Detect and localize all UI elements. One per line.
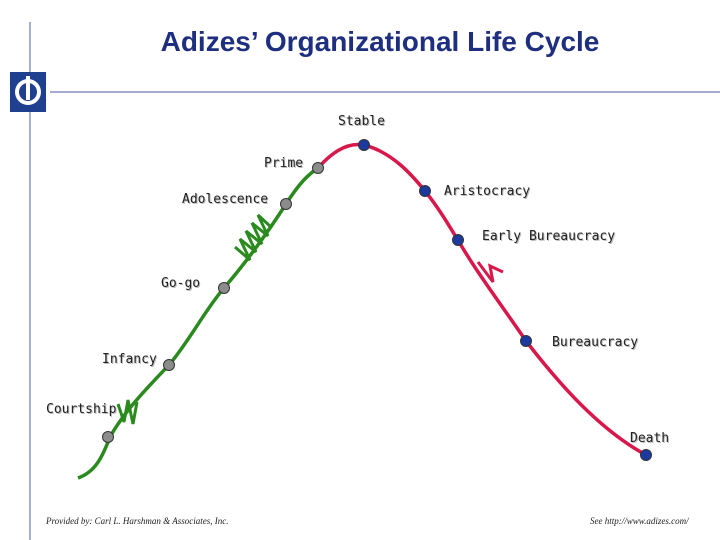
label-infancy-shadow: Infancy [103, 353, 158, 368]
label-courtship: Courtship Courtship [46, 402, 118, 418]
node-go-go [218, 282, 230, 294]
label-prime: Prime Prime [264, 156, 304, 172]
label-bureaucracy: Bureaucracy Bureaucracy [552, 335, 639, 351]
courtship-infancy-squiggle [116, 399, 139, 425]
adizes-logo-icon [10, 72, 46, 112]
label-bureaucracy-shadow: Bureaucracy [553, 336, 639, 351]
label-stable: Stable Stable [338, 114, 386, 130]
page-title: Adizes’ Organizational Life Cycle [160, 26, 600, 57]
label-adolescence-shadow: Adolescence [183, 193, 269, 208]
label-prime-text: Prime [264, 156, 303, 171]
label-adolescence-text: Adolescence [182, 192, 268, 207]
label-stable-text: Stable [338, 114, 385, 129]
label-early-bureaucracy-text: Early Bureaucracy [482, 229, 615, 244]
label-death: Death Death [630, 431, 670, 447]
node-adolescence [280, 198, 292, 210]
label-aristocracy: Aristocracy Aristocracy [444, 184, 531, 200]
node-stable [358, 139, 370, 151]
label-early-bureaucracy: Early Bureaucracy Early Bureaucracy [482, 229, 616, 245]
label-aristocracy-shadow: Aristocracy [445, 185, 531, 200]
node-death [640, 449, 652, 461]
label-bureaucracy-text: Bureaucracy [552, 335, 638, 350]
early-bureaucracy-squiggle [476, 261, 504, 283]
label-death-text: Death [630, 431, 669, 446]
label-courtship-shadow: Courtship [47, 403, 118, 418]
node-aristocracy [419, 185, 431, 197]
node-infancy [163, 359, 175, 371]
label-prime-shadow: Prime [265, 157, 304, 172]
growth-curve [77, 166, 319, 480]
label-infancy-text: Infancy [102, 352, 157, 367]
footer-link: See http://www.adizes.com/ [590, 516, 689, 526]
label-go-go-shadow: Go-go [162, 277, 201, 292]
node-early-bureaucracy [452, 234, 464, 246]
footer-credit: Provided by: Carl L. Harshman & Associat… [46, 516, 229, 526]
label-adolescence: Adolescence Adolescence [182, 192, 269, 208]
label-go-go: Go-go Go-go [161, 276, 201, 292]
label-go-go-text: Go-go [161, 276, 200, 291]
node-courtship [102, 431, 114, 443]
adolescence-squiggle [234, 213, 274, 262]
node-bureaucracy [520, 335, 532, 347]
label-early-bureaucracy-shadow: Early Bureaucracy [483, 230, 616, 245]
node-prime [312, 162, 324, 174]
label-stable-shadow: Stable [339, 115, 386, 130]
label-courtship-text: Courtship [46, 402, 117, 417]
label-death-shadow: Death [631, 432, 670, 447]
label-aristocracy-text: Aristocracy [444, 184, 530, 199]
label-infancy: Infancy Infancy [102, 352, 158, 368]
